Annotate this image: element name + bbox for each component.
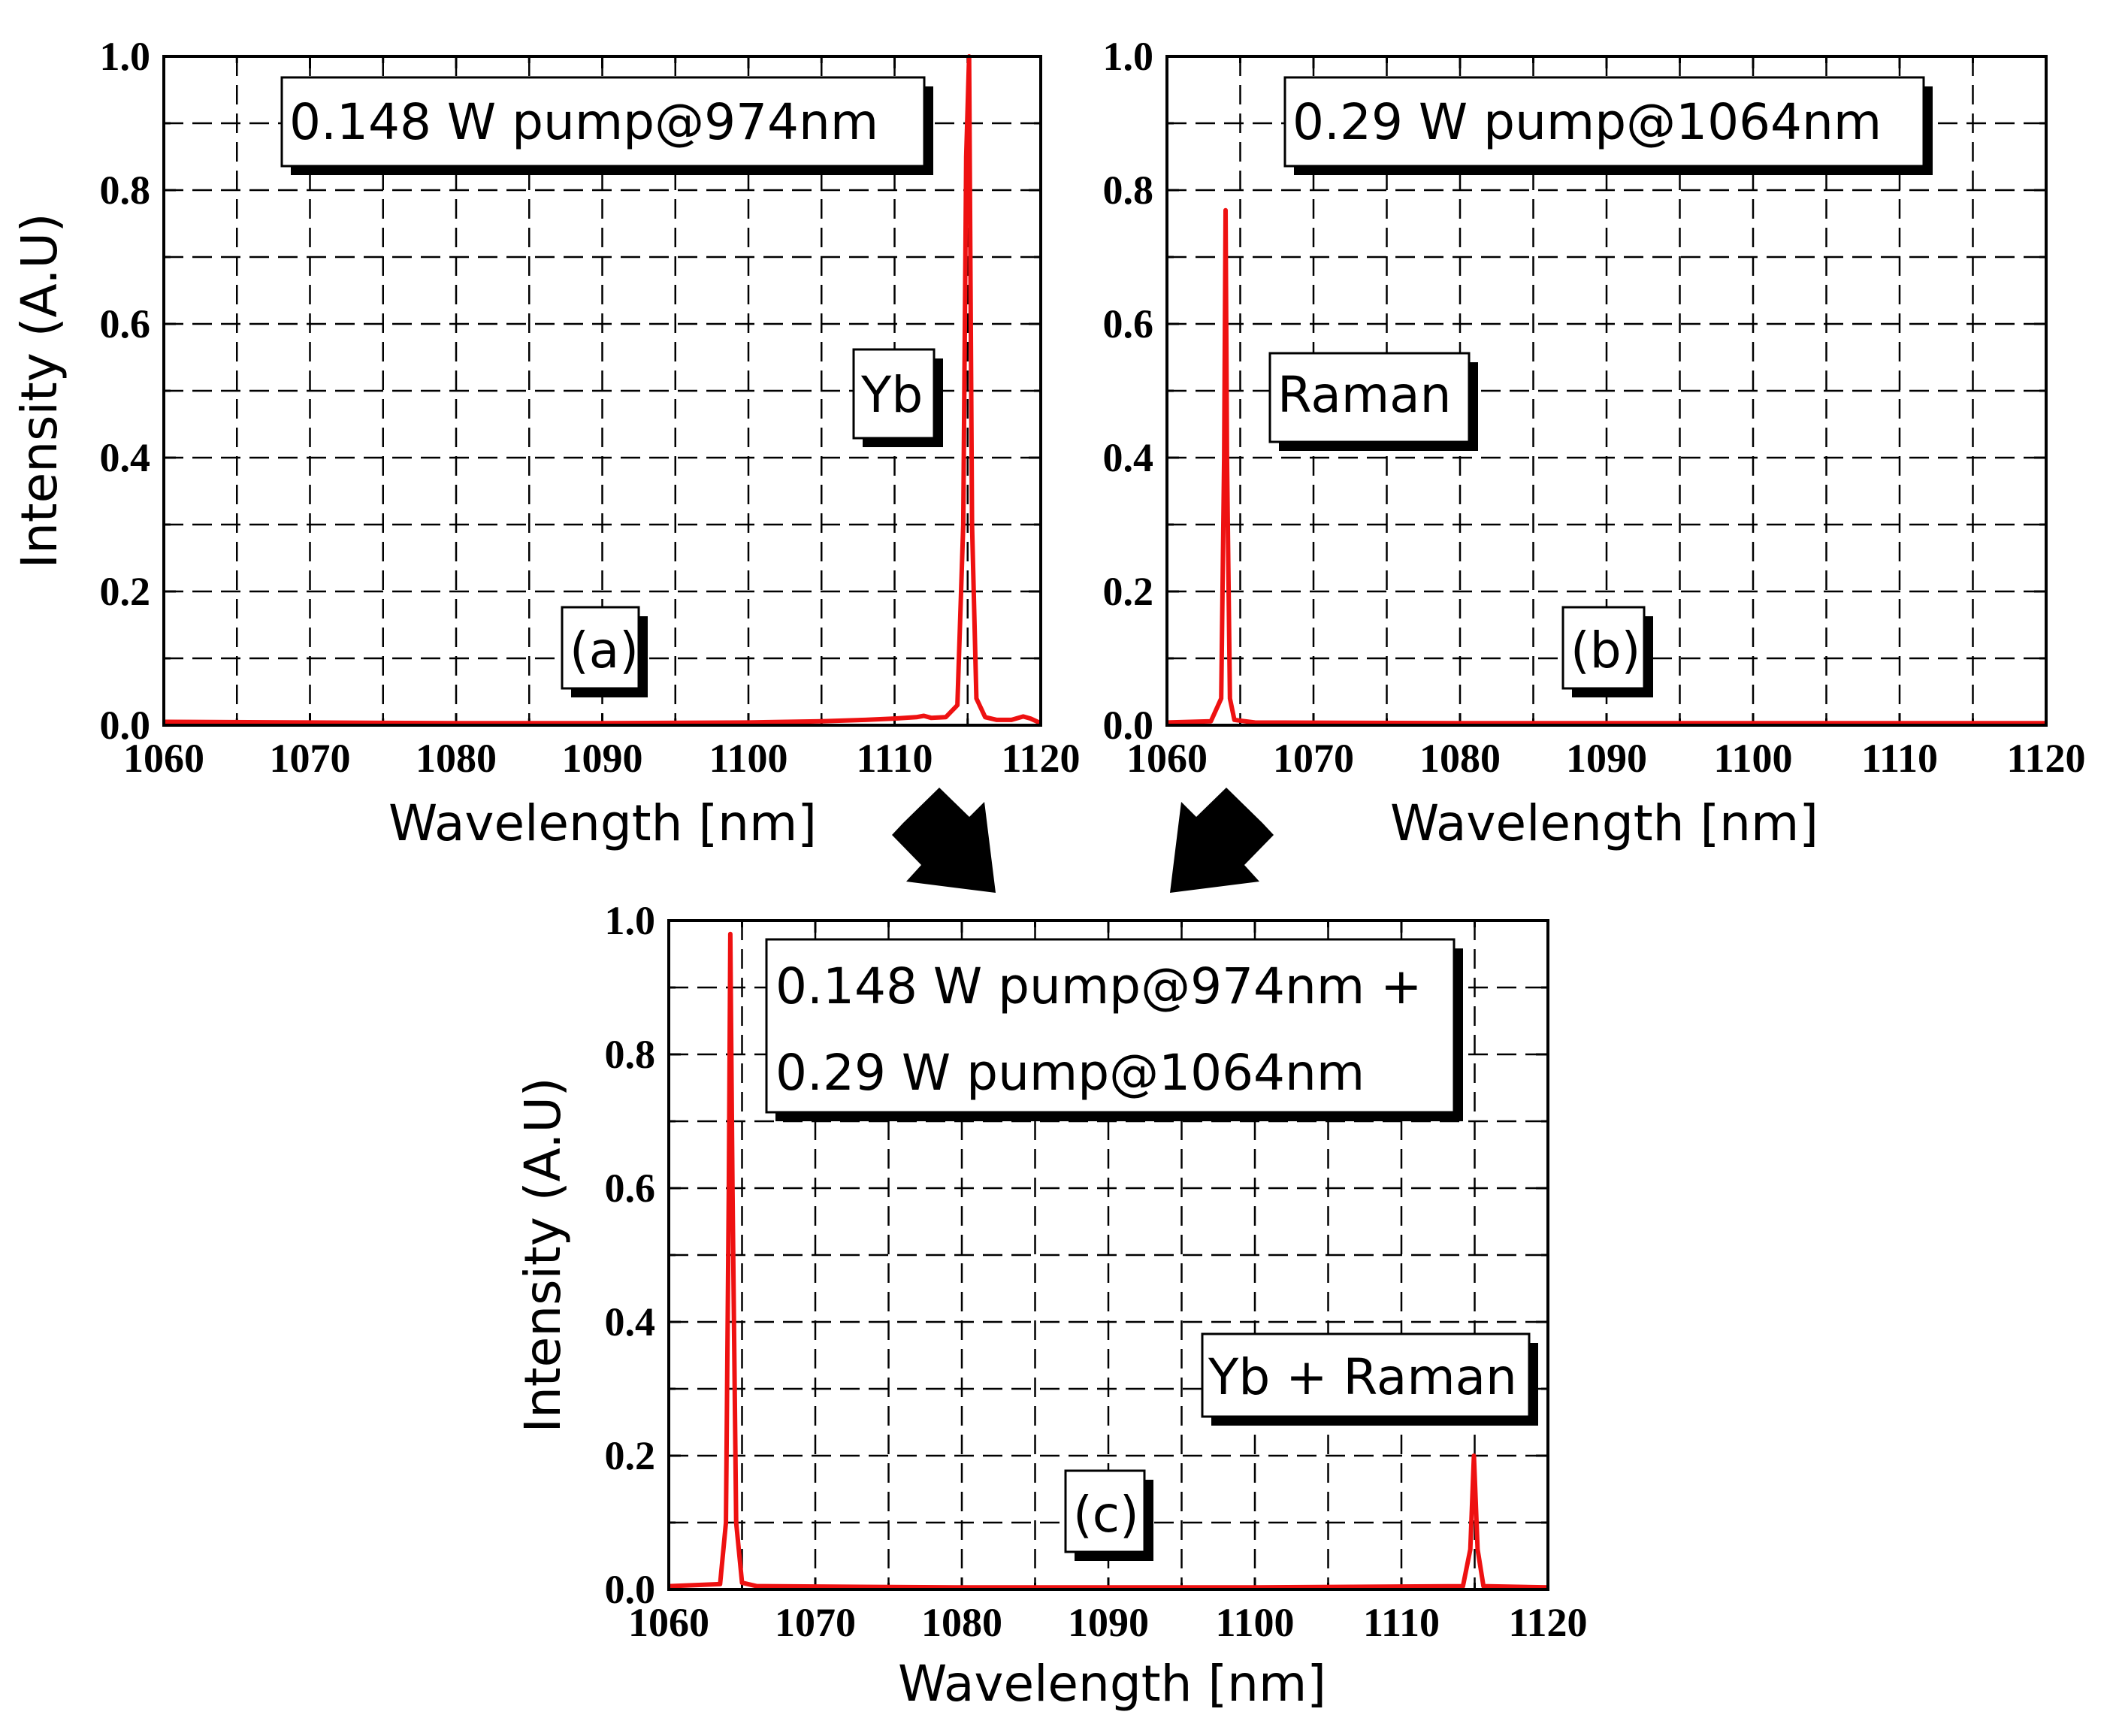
x-tick-label: 1090 [1566,736,1647,781]
x-tick-label: 1070 [270,736,351,781]
annotation-text: Raman [1277,366,1451,424]
x-tick-label: 1120 [2006,736,2085,781]
x-tick-label: 1090 [562,736,643,781]
x-tick-label: 1110 [856,736,933,781]
annotation-text: 0.29 W pump@1064nm [775,1044,1365,1102]
x-tick-label: 1070 [775,1600,856,1645]
annotation-box: (b) [1561,606,1653,697]
y-tick-label: 0.8 [605,1032,656,1077]
y-tick-label: 0.6 [605,1166,656,1211]
y-tick-label: 0.0 [1103,703,1154,748]
y-tick-label: 0.8 [1103,168,1154,213]
x-axis-label: Wavelength [nm] [898,1655,1326,1713]
y-axis-label: Intensity (A.U) [11,213,68,568]
plot-frame [162,55,1042,727]
annotation-text: Yb [860,366,923,424]
y-tick-label: 0.4 [605,1299,656,1344]
annotation-text: (a) [570,622,639,679]
series-line [1166,207,2046,726]
annotation-text: Yb + Raman [1208,1348,1517,1406]
annotation-box: Yb [852,348,943,447]
panel-a: 1060 1070 1080 1090 1100 1110 1120 0.0 0.2 0.4 0.6… [11,34,1081,852]
panel-b: 1060 1070 1080 1090 1100 1110 1120 0.0 0.2 0.4 0.6… [1103,34,2086,852]
annotation-text: 0.148 W pump@974nm [289,93,878,151]
annotation-box: 0.148 W pump@974nm [280,76,933,175]
x-tick-label: 1110 [1363,1600,1440,1645]
y-tick-label: 0.6 [1103,301,1154,346]
x-tick-label: 1100 [709,736,787,781]
plot-frame [1165,55,2048,727]
y-tick-label: 0.6 [100,301,151,346]
annotation-background [1561,606,1646,690]
y-tick-label: 0.4 [100,435,151,480]
arrow-right-icon [1170,788,1274,893]
panel-c: 1060 1070 1080 1090 1100 1110 1120 0.0 0.2 0.4 0.6… [514,898,1588,1713]
x-tick-label: 1110 [1861,736,1938,781]
annotation-text: 0.148 W pump@974nm + [775,957,1422,1015]
x-tick-label: 1080 [1419,736,1501,781]
annotation-box: Yb + Raman [1201,1332,1538,1426]
annotation-box: 0.148 W pump@974nm + 0.29 W pump@1064nm [765,938,1463,1121]
annotation-background [280,76,926,168]
y-tick-label: 0.0 [100,703,151,748]
x-tick-label: 1060 [123,736,204,781]
x-tick-label: 1100 [1215,1600,1294,1645]
annotation-background [1268,352,1471,443]
x-tick-label: 1120 [1508,1600,1587,1645]
annotation-text: (c) [1073,1486,1139,1544]
x-tick-label: 1060 [628,1600,709,1645]
x-tick-label: 1090 [1068,1600,1149,1645]
x-tick-label: 1120 [1001,736,1080,781]
annotation-background [852,348,936,440]
annotation-background [561,606,640,690]
x-tick-label: 1080 [921,1600,1002,1645]
series-line [163,54,1042,726]
y-tick-label: 1.0 [100,34,151,79]
annotation-box: (c) [1064,1469,1153,1561]
y-tick-label: 0.2 [100,569,151,614]
x-tick-label: 1080 [416,736,497,781]
y-axis-label: Intensity (A.U) [514,1077,572,1432]
arrow-left-icon [892,788,996,893]
series-line [668,931,1549,1590]
y-tick-label: 0.0 [605,1567,656,1612]
x-axis-label: Wavelength [nm] [388,794,817,852]
y-tick-label: 0.4 [1103,435,1154,480]
annotation-background [1283,76,1925,168]
annotation-box: 0.29 W pump@1064nm [1283,76,1933,175]
annotation-background [1201,1332,1531,1418]
annotation-text: (b) [1570,622,1640,679]
x-axis-label: Wavelength [nm] [1390,794,1818,852]
annotation-text: 0.29 W pump@1064nm [1292,93,1882,151]
y-tick-label: 0.8 [100,168,151,213]
annotation-box: Raman [1268,352,1478,451]
plot-frame [667,919,1549,1591]
y-tick-label: 1.0 [1103,34,1154,79]
annotation-box: (a) [561,606,648,697]
x-tick-label: 1070 [1273,736,1354,781]
y-tick-label: 0.2 [1103,569,1154,614]
annotation-background [765,938,1456,1114]
x-tick-label: 1060 [1126,736,1208,781]
annotation-background [1064,1469,1146,1553]
y-tick-label: 1.0 [605,898,656,943]
y-tick-label: 0.2 [605,1433,656,1478]
x-tick-label: 1100 [1713,736,1792,781]
